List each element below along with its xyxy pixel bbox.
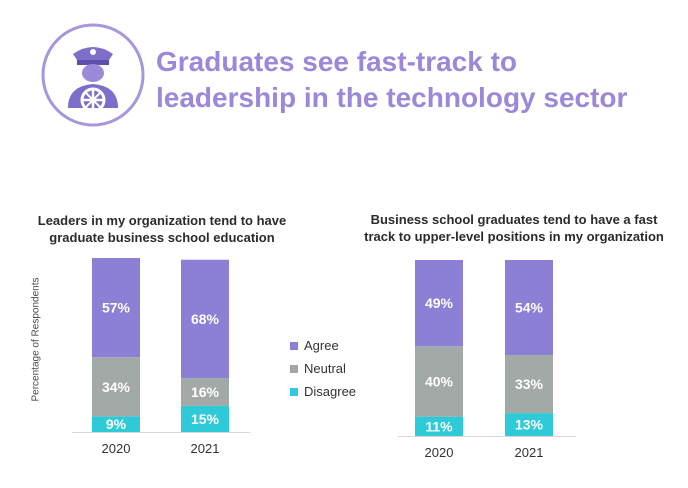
data-label-agree-2021: 54% [515,300,544,316]
bar-agree-2021 [181,259,229,379]
bar-agree-2020 [415,260,463,347]
bar-neutral-2020 [415,346,463,417]
data-label-neutral-2020: 40% [425,373,454,389]
category-label-2020: 2020 [102,441,131,456]
legend-label-neutral: Neutral [304,361,346,376]
chart-2: 11% 40% 49% 2020 13% 33% 54% 2021 [398,260,576,460]
bar-disagree-2020 [92,416,140,432]
chart-2-title-line-2: track to upper-level positions in my org… [364,229,664,244]
bar-neutral-2021 [181,378,229,406]
legend-swatch-disagree [290,387,298,396]
bar-neutral-2021 [505,355,553,414]
data-label-agree-2020: 57% [102,300,131,316]
category-label-2021: 2021 [515,445,544,460]
data-label-disagree-2020: 11% [425,418,453,434]
category-label-2020: 2020 [425,445,454,460]
legend-label-disagree: Disagree [304,384,357,399]
data-label-neutral-2021: 16% [191,384,220,400]
data-label-agree-2020: 49% [425,295,454,311]
bar-agree-2020 [92,258,140,358]
captain-icon [41,23,145,127]
page-title-line-2: leadership in the technology sector [156,82,628,113]
data-label-disagree-2021: 13% [515,417,544,433]
legend-swatch-agree [290,341,298,350]
legend: Agree Neutral Disagree [290,334,356,403]
bar-disagree-2021 [505,413,553,436]
data-label-neutral-2020: 34% [102,379,131,395]
data-label-disagree-2020: 9% [106,416,127,432]
legend-item-disagree: Disagree [290,380,356,403]
category-label-2021: 2021 [191,441,220,456]
bar-neutral-2020 [92,357,140,417]
chart-1: 9% 34% 57% 2020 15% 16% 68% 2021 [72,258,250,456]
page-title: Graduates see fast-track to leadership i… [156,44,627,116]
chart-2-title-line-1: Business school graduates tend to have a… [370,212,658,227]
data-label-disagree-2021: 15% [191,411,220,427]
bar-agree-2021 [505,260,553,356]
legend-item-neutral: Neutral [290,357,356,380]
legend-label-agree: Agree [304,338,339,353]
legend-swatch-neutral [290,364,298,373]
chart-1-title: Leaders in my organization tend to have … [12,212,312,246]
page-title-line-1: Graduates see fast-track to [156,46,518,77]
chart-2-title: Business school graduates tend to have a… [344,211,684,245]
legend-item-agree: Agree [290,334,356,357]
chart-1-title-line-1: Leaders in my organization tend to have [37,213,287,228]
data-label-agree-2021: 68% [191,311,220,327]
data-label-neutral-2021: 33% [515,376,544,392]
chart-1-title-line-2: graduate business school education [49,230,275,245]
bar-disagree-2021 [181,405,229,432]
bar-disagree-2020 [415,416,463,436]
